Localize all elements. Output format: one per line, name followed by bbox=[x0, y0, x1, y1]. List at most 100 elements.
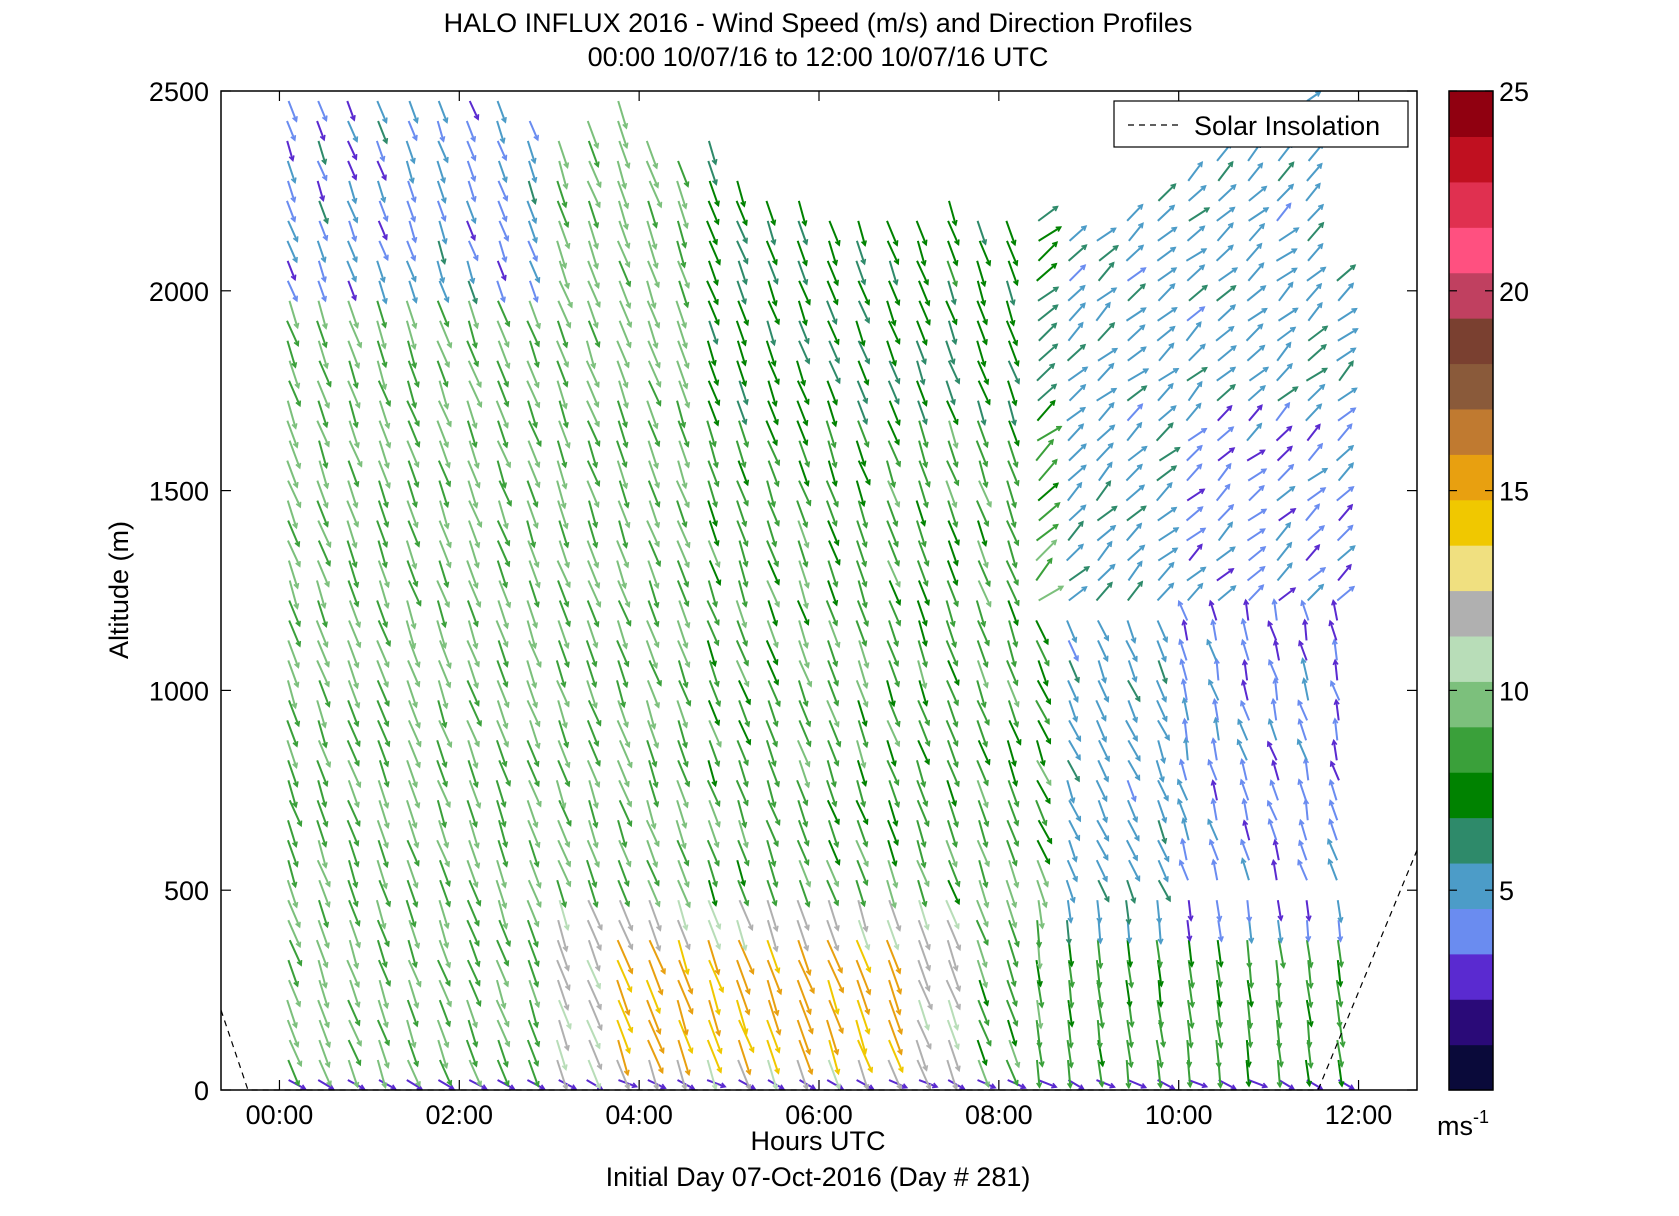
wind-vector-head bbox=[810, 1084, 817, 1090]
wind-vector bbox=[377, 380, 391, 406]
wind-vector bbox=[1155, 422, 1174, 442]
wind-vector bbox=[467, 740, 478, 768]
wind-vector-head bbox=[860, 278, 867, 286]
wind-vector bbox=[1036, 859, 1049, 887]
wind-vector-head bbox=[951, 501, 958, 509]
wind-vector bbox=[647, 320, 658, 348]
wind-vector-head bbox=[1013, 840, 1020, 848]
wind-vector-head bbox=[861, 560, 868, 568]
wind-vector-head bbox=[1296, 738, 1303, 745]
wind-vector-head bbox=[506, 500, 512, 507]
wind-vector bbox=[1278, 1079, 1295, 1090]
wind-vector bbox=[856, 999, 870, 1034]
wind-vector bbox=[828, 340, 840, 363]
wind-vector-head bbox=[1217, 1042, 1224, 1049]
wind-vector-head bbox=[501, 760, 508, 768]
wind-vector bbox=[1276, 900, 1283, 921]
wind-vector bbox=[645, 640, 658, 668]
wind-vector bbox=[1329, 780, 1338, 801]
wind-vector-head bbox=[1261, 185, 1268, 192]
wind-vector bbox=[468, 879, 481, 906]
wind-vector bbox=[1207, 819, 1219, 841]
wind-vector bbox=[1276, 445, 1293, 462]
wind-vector-head bbox=[952, 740, 959, 748]
wind-vector bbox=[737, 839, 750, 866]
wind-vector-head bbox=[1318, 525, 1326, 532]
wind-vector-head bbox=[745, 698, 751, 706]
wind-vector bbox=[376, 260, 385, 283]
wind-vector bbox=[766, 959, 782, 995]
wind-vector bbox=[1035, 523, 1059, 542]
wind-vector bbox=[766, 540, 779, 567]
wind-vector-head bbox=[503, 400, 510, 408]
wind-vector bbox=[1157, 779, 1169, 801]
wind-vector-head bbox=[288, 155, 295, 162]
wind-vector-head bbox=[503, 741, 510, 748]
wind-vector-head bbox=[500, 1002, 507, 1010]
wind-vector bbox=[586, 400, 600, 427]
wind-vector-head bbox=[593, 381, 600, 389]
wind-vector-head bbox=[593, 161, 600, 169]
wind-vector bbox=[616, 460, 628, 489]
wind-vector bbox=[885, 939, 901, 974]
wind-vector-head bbox=[564, 701, 570, 708]
wind-vector bbox=[1298, 719, 1308, 741]
wind-vector-head bbox=[1169, 325, 1176, 332]
wind-vector bbox=[585, 340, 596, 369]
wind-vector bbox=[1187, 185, 1207, 202]
wind-vector-head bbox=[984, 399, 991, 406]
wind-vector bbox=[288, 580, 299, 609]
wind-vector bbox=[317, 260, 326, 282]
wind-vector-head bbox=[1107, 442, 1114, 449]
wind-vector bbox=[645, 819, 660, 847]
wind-vector-head bbox=[710, 359, 717, 367]
wind-vector bbox=[648, 939, 666, 974]
wind-vector bbox=[1328, 819, 1338, 841]
wind-vector-head bbox=[772, 278, 779, 286]
wind-vector bbox=[706, 280, 719, 305]
wind-vector bbox=[1037, 304, 1059, 322]
wind-vector-head bbox=[563, 1044, 570, 1052]
wind-vector-head bbox=[1077, 543, 1085, 550]
wind-vector bbox=[1095, 582, 1113, 602]
wind-vector bbox=[617, 500, 630, 528]
wind-vector-head bbox=[471, 342, 478, 349]
wind-vector bbox=[1067, 1059, 1072, 1088]
wind-vector-head bbox=[295, 1000, 302, 1008]
wind-vector-head bbox=[1196, 543, 1203, 550]
wind-vector-head bbox=[626, 820, 633, 828]
wind-vector bbox=[1334, 660, 1339, 681]
wind-vector-head bbox=[833, 700, 840, 707]
wind-vector bbox=[317, 839, 327, 868]
wind-vector-head bbox=[1051, 458, 1058, 465]
x-tick-label: 08:00 bbox=[965, 1100, 1033, 1130]
wind-vector-head bbox=[890, 319, 897, 327]
wind-vector-head bbox=[534, 720, 541, 728]
wind-vector bbox=[497, 640, 509, 667]
wind-vector-head bbox=[953, 821, 959, 828]
wind-vector bbox=[376, 320, 386, 349]
wind-vector-head bbox=[414, 802, 421, 809]
wind-vector bbox=[945, 600, 955, 627]
wind-vector-head bbox=[1230, 1084, 1238, 1090]
wind-vector bbox=[766, 320, 776, 345]
wind-vector bbox=[1248, 223, 1265, 242]
wind-vector bbox=[706, 220, 718, 245]
wind-vector bbox=[288, 440, 301, 469]
wind-vector bbox=[646, 839, 658, 867]
wind-vector bbox=[495, 959, 509, 987]
wind-vector bbox=[886, 879, 897, 908]
wind-vector bbox=[286, 280, 298, 302]
wind-vector bbox=[587, 879, 598, 907]
wind-vector bbox=[496, 140, 507, 161]
wind-vector-head bbox=[622, 122, 629, 130]
wind-vector-head bbox=[893, 258, 900, 266]
wind-vector-head bbox=[653, 462, 659, 470]
wind-vector-head bbox=[383, 720, 390, 728]
wind-vector bbox=[856, 380, 868, 404]
wind-vector-head bbox=[687, 988, 694, 995]
wind-vector-head bbox=[1068, 1002, 1075, 1009]
wind-vector-head bbox=[1051, 539, 1058, 546]
wind-vector bbox=[348, 919, 361, 948]
wind-vector bbox=[467, 460, 481, 488]
